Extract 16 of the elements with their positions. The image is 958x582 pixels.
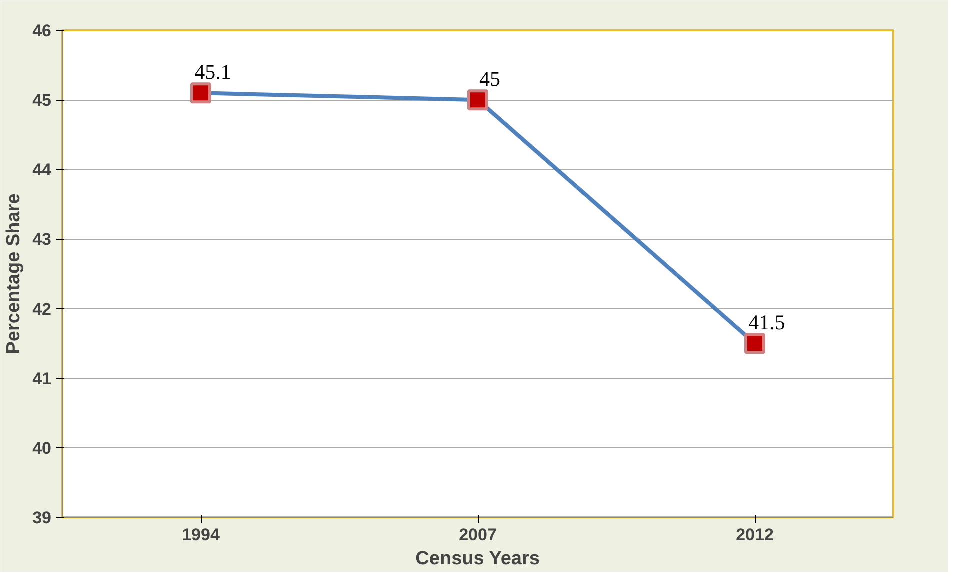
y-tick-label: 46 [32,22,52,40]
y-tick-label: 43 [32,230,52,250]
data-label: 45 [480,67,500,92]
y-tick-label: 39 [32,508,52,528]
x-tick-label: 2007 [459,526,497,544]
x-axis-title: Census Years [416,548,540,570]
y-tick-label: 42 [32,300,52,319]
data-label: 41.5 [748,310,786,335]
y-tick-label: 41 [32,369,52,388]
y-tick-label: 44 [32,160,52,180]
y-axis-title: Percentage Share [4,194,25,354]
y-tick-label: 45 [32,91,52,110]
x-tick-label: 2012 [736,526,774,544]
y-tick-label: 40 [32,438,52,458]
x-tick-label: 1994 [182,526,220,544]
data-label: 45.1 [194,60,232,84]
